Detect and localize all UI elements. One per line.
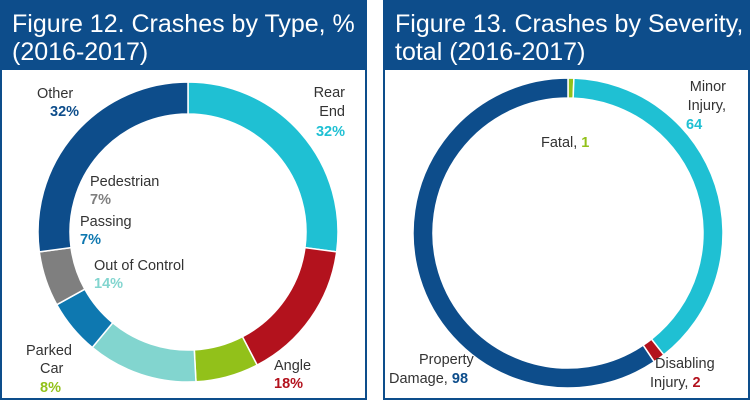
- slice-value-out-of-control: 14%: [94, 276, 123, 292]
- slice-label-rear-end-2: End: [319, 104, 345, 120]
- slice-label-parked-car: Parked: [26, 343, 72, 359]
- crashes-by-severity-panel: Figure 13. Crashes by Severity, total (2…: [383, 0, 750, 400]
- slice-out-of-control: [91, 321, 197, 383]
- crashes-by-type-title: Figure 12. Crashes by Type, % (2016-2017…: [2, 2, 365, 70]
- crashes-by-type-donut: Rear End 32% Other 32% Pedestrian 7% Pas…: [26, 81, 346, 396]
- chart-title-line-1: Figure 13. Crashes by Severity,: [395, 10, 744, 38]
- slice-label-rear-end: Rear: [314, 85, 346, 101]
- slice-label-minor-injury: Minor: [690, 79, 726, 95]
- slice-label-angle: Angle: [274, 358, 311, 374]
- slice-angle: [241, 246, 338, 367]
- slice-label-passing: Passing: [80, 214, 132, 230]
- slice-label-disabling-injury: Disabling: [655, 356, 715, 372]
- crashes-by-severity-donut: Fatal, 1 Minor Injury, 64 Disabling Inju…: [389, 77, 726, 391]
- slice-value-parked-car: 8%: [40, 380, 61, 396]
- chart-title-line-2: total (2016-2017): [395, 38, 586, 66]
- slice-value-minor-injury: 64: [686, 117, 702, 133]
- slice-label-parked-car-2: Car: [40, 361, 64, 377]
- slice-value-passing: 7%: [80, 232, 101, 248]
- slice-rear-end: [187, 81, 339, 253]
- crashes-by-severity-title: Figure 13. Crashes by Severity, total (2…: [385, 2, 748, 70]
- slice-label-pedestrian: Pedestrian: [90, 174, 159, 190]
- crashes-by-type-panel: Figure 12. Crashes by Type, % (2016-2017…: [0, 0, 367, 400]
- chart-title-line-1: Figure 12. Crashes by Type, %: [12, 10, 355, 38]
- slice-property-damage: [412, 77, 656, 389]
- slice-label-minor-injury-2: Injury,: [688, 98, 726, 114]
- slice-value-pedestrian: 7%: [90, 192, 111, 208]
- slice-value-angle: 18%: [274, 376, 303, 392]
- chart-title-line-2: (2016-2017): [12, 38, 149, 66]
- slice-label-out-of-control: Out of Control: [94, 258, 184, 274]
- slice-label-disabling-injury-2: Injury, 2: [650, 375, 701, 391]
- slice-label-other: Other: [37, 86, 73, 102]
- slice-label-property-damage-2: Damage, 98: [389, 371, 468, 387]
- slice-value-other: 32%: [50, 104, 79, 120]
- slice-value-rear-end: 32%: [316, 124, 345, 140]
- slice-label-fatal: Fatal, 1: [541, 135, 589, 151]
- slice-label-property-damage: Property: [419, 352, 475, 368]
- slice-other: [37, 81, 189, 253]
